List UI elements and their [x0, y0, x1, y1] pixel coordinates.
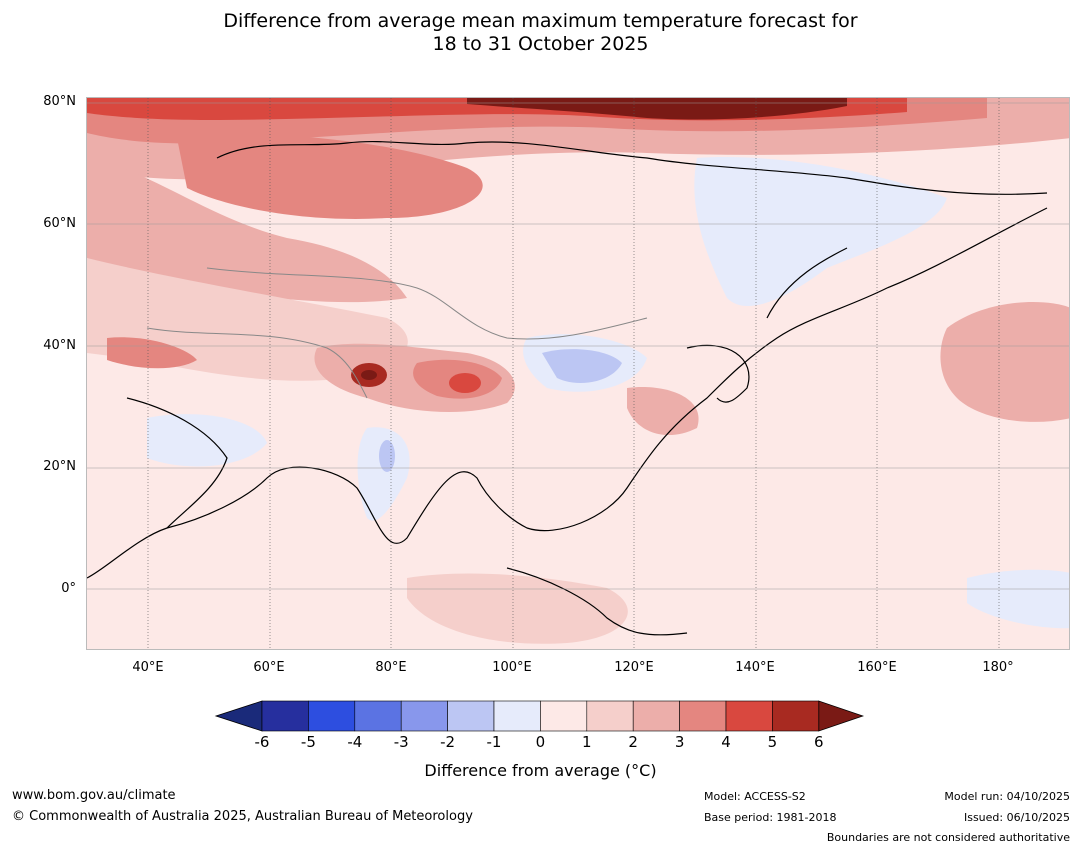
colorbar-tick-label: 1 — [582, 733, 592, 751]
lat-label-40n: 40°N — [43, 338, 76, 353]
colorbar-segment — [772, 700, 820, 732]
lat-label-0: 0° — [61, 581, 76, 596]
model-run-text: Model run: 04/10/2025 — [944, 790, 1070, 803]
map-title-line2: 18 to 31 October 2025 — [432, 33, 649, 55]
colorbar-tick-label: 0 — [535, 733, 546, 751]
lon-label-140e: 140°E — [735, 660, 775, 675]
colorbar-segment — [632, 700, 680, 732]
map-canvas — [87, 98, 1069, 649]
colorbar-tick-label: -1 — [486, 733, 502, 751]
lon-label-60e: 60°E — [253, 660, 285, 675]
colorbar-tick-label: 5 — [767, 733, 778, 751]
colorbar-segment — [586, 700, 634, 732]
map-title-line1: Difference from average mean maximum tem… — [223, 10, 858, 32]
colorbar-title: Difference from average (°C) — [424, 761, 657, 780]
lon-label-80e: 80°E — [375, 660, 407, 675]
map-title: Difference from average mean maximum tem… — [0, 10, 1081, 56]
lon-label-120e: 120°E — [614, 660, 654, 675]
colorbar-tick-label: -6 — [254, 733, 270, 751]
copyright-text: © Commonwealth of Australia 2025, Austra… — [12, 809, 473, 824]
colorbar-segment — [308, 700, 356, 732]
colorbar — [214, 700, 865, 732]
lat-label-20n: 20°N — [43, 459, 76, 474]
colorbar-segment — [447, 700, 495, 732]
colorbar-segment — [679, 700, 727, 732]
colorbar-under-arrow — [214, 700, 263, 732]
model-text: Model: ACCESS-S2 — [704, 790, 806, 803]
colorbar-segment — [493, 700, 541, 732]
temperature-anomaly-map[interactable] — [86, 97, 1070, 650]
colorbar-segment — [354, 700, 402, 732]
website-link[interactable]: www.bom.gov.au/climate — [12, 788, 176, 803]
colorbar-tick-label: 2 — [628, 733, 638, 751]
lon-label-160e: 160°E — [857, 660, 897, 675]
colorbar-tick-label: -3 — [393, 733, 409, 751]
lat-label-60n: 60°N — [43, 216, 76, 231]
colorbar-tick-label: -4 — [347, 733, 363, 751]
colorbar-segment — [540, 700, 588, 732]
colorbar-tick-label: -5 — [300, 733, 316, 751]
lon-label-40e: 40°E — [132, 660, 164, 675]
colorbar-segment — [400, 700, 448, 732]
lon-label-180: 180° — [982, 660, 1014, 675]
colorbar-tick-label: 6 — [814, 733, 824, 751]
base-period-text: Base period: 1981-2018 — [704, 811, 837, 824]
colorbar-tick-label: 4 — [721, 733, 731, 751]
colorbar-over-arrow — [818, 700, 865, 732]
colorbar-segment — [725, 700, 773, 732]
lat-label-80n: 80°N — [43, 94, 76, 109]
colorbar-tick-label: -2 — [440, 733, 456, 751]
colorbar-segment — [261, 700, 309, 732]
disclaimer-text: Boundaries are not considered authoritat… — [826, 831, 1070, 844]
lon-label-100e: 100°E — [492, 660, 532, 675]
colorbar-tick-label: 3 — [674, 733, 685, 751]
issued-text: Issued: 06/10/2025 — [963, 811, 1070, 824]
